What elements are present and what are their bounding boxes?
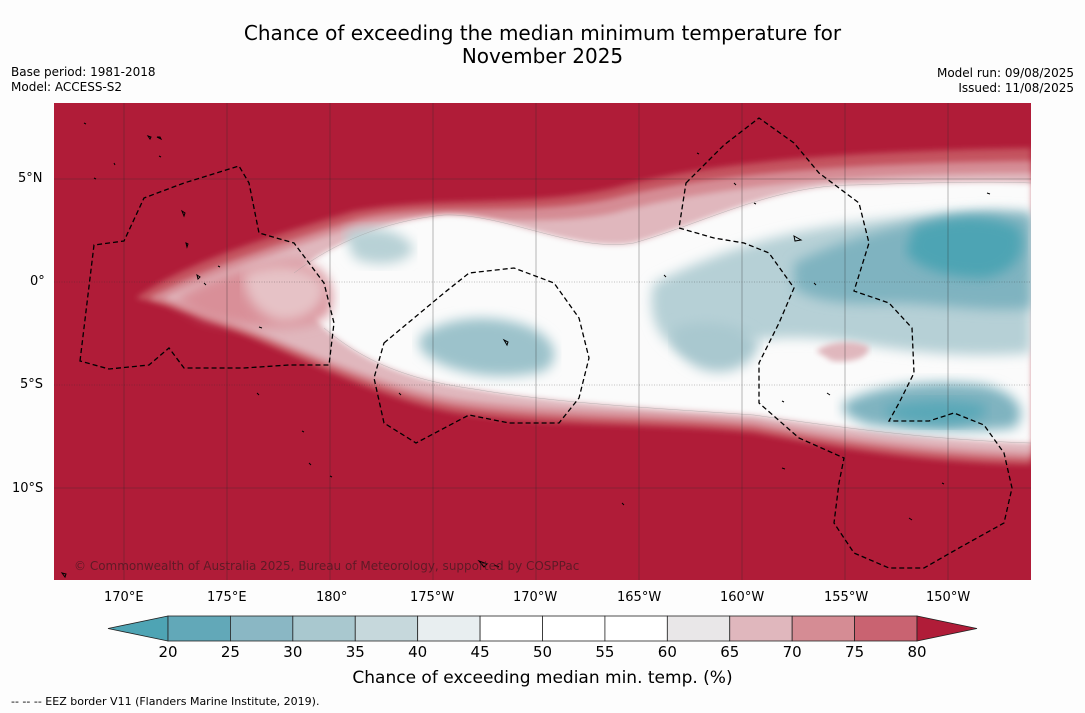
title-line-2: November 2025 (461, 44, 624, 68)
islands (60, 122, 991, 579)
base-period: Base period: 1981-2018 (11, 65, 156, 79)
colorbar-cell (791, 615, 855, 642)
colorbar-cell (604, 615, 668, 642)
lon-label-160w: 160°W (720, 590, 765, 605)
model-run-date: Model run: 09/08/2025 (936, 66, 1074, 80)
colorbar-tick-label: 35 (345, 643, 365, 661)
colorbar-cell (354, 615, 419, 642)
cool-patch-mid-east (672, 323, 759, 372)
lat-label-5n: 5°N (18, 171, 43, 186)
colorbar-under-arrow (107, 615, 169, 642)
colorbar-tick-label: 75 (845, 643, 865, 661)
colorbar (107, 615, 978, 642)
lon-label-170w: 170°W (513, 590, 558, 605)
colorbar-cell (417, 615, 481, 642)
colorbar-tick-label: 50 (532, 643, 553, 661)
colorbar-tick-label: 45 (470, 643, 490, 661)
lon-label-155w: 155°W (824, 590, 869, 605)
map-title: Chance of exceeding the median minimum t… (0, 22, 1085, 68)
colorbar-tick-label: 80 (907, 643, 927, 661)
colorbar-cells (167, 615, 918, 642)
cool-core-east (906, 217, 1023, 278)
colorbar-tick-label: 30 (283, 643, 303, 661)
colorbar-label: Chance of exceeding median min. temp. (%… (352, 668, 733, 688)
title-line-1: Chance of exceeding the median minimum t… (243, 21, 842, 45)
lon-label-180: 180° (316, 590, 348, 605)
eez-borders (79, 117, 1013, 569)
warm-spot-east (816, 342, 869, 362)
cool-core-south-east (884, 400, 987, 425)
copyright-notice: © Commonwealth of Australia 2025, Bureau… (74, 559, 579, 573)
colorbar-tick-label: 55 (595, 643, 615, 661)
cool-patch-central (419, 318, 555, 377)
colorbar-tick-label: 40 (408, 643, 428, 661)
lon-label-165w: 165°W (617, 590, 662, 605)
colorbar-tick-label: 65 (720, 643, 740, 661)
issued-date: Issued: 11/08/2025 (958, 81, 1074, 95)
lon-label-150w: 150°W (926, 590, 971, 605)
colorbar-tick-label: 60 (657, 643, 677, 661)
colorbar-tick-label: 70 (782, 643, 802, 661)
colorbar-cell (292, 615, 356, 642)
colorbar-cell (729, 615, 793, 642)
colorbar-cell (854, 615, 918, 642)
colorbar-tick-label: 25 (220, 643, 240, 661)
lat-label-10s: 10°S (12, 481, 44, 496)
lat-label-5s: 5°S (20, 377, 44, 392)
colorbar-cell (479, 615, 543, 642)
eez-legend-note: -- -- -- EEZ border V11 (Flanders Marine… (11, 695, 320, 708)
colorbar-cell (230, 615, 294, 642)
colorbar-cell (542, 615, 606, 642)
model-name: Model: ACCESS-S2 (11, 80, 123, 94)
run-info: Model run: 09/08/2025 Issued: 11/08/2025 (937, 66, 1074, 96)
lon-label-175w: 175°W (410, 590, 455, 605)
cool-patch-north (344, 228, 414, 264)
colorbar-over-arrow (916, 615, 978, 642)
graticule (54, 103, 1031, 580)
colorbar-cell (666, 615, 731, 642)
probability-map: © Commonwealth of Australia 2025, Bureau… (54, 103, 1031, 580)
lon-label-175e: 175°E (207, 590, 247, 605)
lat-label-equator: 0° (30, 274, 45, 289)
model-info: Base period: 1981-2018 Model: ACCESS-S2 (11, 65, 156, 95)
colorbar-tick-label: 20 (158, 643, 178, 661)
colorbar-cell (167, 615, 231, 642)
lon-label-170e: 170°E (104, 590, 144, 605)
warm-core-west-inner (243, 265, 325, 322)
